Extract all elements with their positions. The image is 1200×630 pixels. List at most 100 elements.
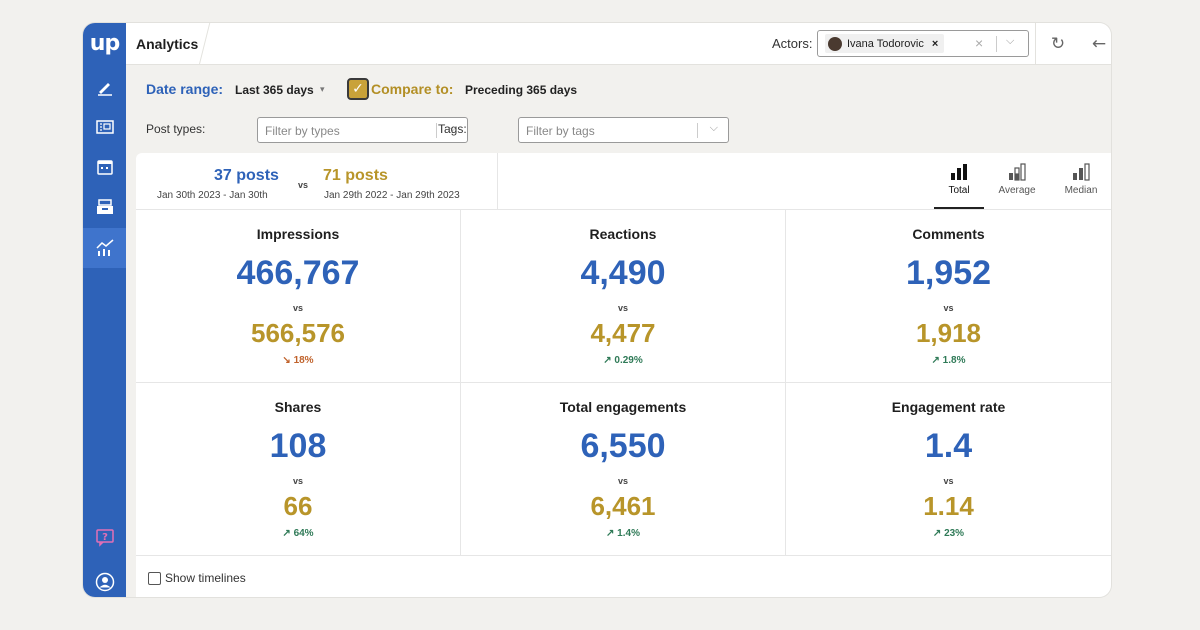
compare-checkbox[interactable]: ✓ [347,78,369,100]
metric-current-value: 6,550 [580,427,666,465]
actor-avatar [828,36,842,51]
mode-tab-label: Average [998,185,1036,196]
pen-icon [97,83,112,96]
mode-tab-total[interactable]: Total [934,163,984,196]
show-timelines-toggle[interactable]: Show timelines [148,571,246,585]
compare-period[interactable]: Preceding 365 days [465,83,578,97]
tags-placeholder: Filter by tags [526,124,595,138]
metric-previous-value: 566,576 [251,318,345,348]
select-separator [996,36,997,52]
vs-label: vs [943,476,954,486]
vs-label: vs [298,180,309,190]
top-bar: Analytics Actors: Ivana Todorovic × × ⌵ … [126,23,1111,65]
metric-current-value: 1.4 [924,427,973,465]
metric-previous-value: 66 [283,491,313,521]
breadcrumb-divider [198,23,211,65]
sidebar-item-calendar[interactable] [83,147,126,187]
current-date-range: Jan 30th 2023 - Jan 30th [157,190,268,201]
header-divider [497,153,498,210]
app-window: up ? Analytics Actors: Ivana T [83,23,1111,597]
actors-select[interactable]: Ivana Todorovic × × ⌵ [817,30,1029,57]
metrics-grid: Impressions 466,767 vs 566,576 ↘ 18% Rea… [136,210,1111,556]
metric-change: ↗ 23% [932,528,965,539]
sidebar-item-help[interactable]: ? [83,517,126,557]
metric-current-value: 1,952 [905,254,992,292]
metric-current-value: 466,767 [236,254,360,292]
metric-current-value: 108 [269,427,327,465]
bar-chart-outline-icon [1073,163,1090,181]
metric-current-value: 4,490 [580,254,666,292]
bar-chart-mid-icon [1009,163,1026,181]
sidebar-item-inbox[interactable] [83,187,126,227]
metric-previous-value: 6,461 [590,491,656,521]
metric-title: Reactions [589,226,657,242]
sidebar-item-analytics[interactable] [83,228,126,268]
calendar-icon [96,160,113,175]
vs-label: vs [292,476,303,486]
inbox-tray-icon [96,199,113,214]
metric-total-engagements: Total engagements 6,550 vs 6,461 ↗ 1.4% [461,383,786,556]
metric-comments: Comments 1,952 vs 1,918 ↗ 1.8% [786,210,1111,383]
newspaper-icon [95,120,114,134]
mode-tab-median[interactable]: Median [1056,163,1106,196]
filters-bar: Date range: Last 365 days ▾ ✓ Compare to… [126,65,1111,153]
post-types-select[interactable]: Filter by types ⌵ [257,117,468,143]
actor-chip-label: Ivana Todorovic [847,37,924,50]
card-header: 37 posts Jan 30th 2023 - Jan 30th vs 71 … [136,153,1111,210]
vs-label: vs [617,303,628,313]
mode-tab-average[interactable]: Average [992,163,1042,196]
actors-label: Actors: [772,36,813,51]
svg-text:?: ? [102,532,108,543]
chip-remove-icon[interactable]: × [931,37,939,50]
back-arrow-icon[interactable]: ← [1091,34,1107,54]
date-range-select[interactable]: Last 365 days [235,83,314,97]
metric-change: ↗ 64% [282,528,314,539]
metric-title: Impressions [256,226,340,242]
metric-change: ↗ 1.8% [931,355,966,366]
metric-title: Total engagements [559,399,687,415]
metric-impressions: Impressions 466,767 vs 566,576 ↘ 18% [136,210,461,383]
metric-change: ↘ 18% [282,355,314,366]
metric-previous-value: 1.14 [923,491,974,521]
tags-select[interactable]: Filter by tags ⌵ [518,117,729,143]
page-title: Analytics [136,36,199,52]
active-tab-underline [934,207,984,209]
chevron-down-icon[interactable]: ⌵ [1006,35,1015,47]
app-logo[interactable]: up [89,30,120,56]
metric-change: ↗ 0.29% [603,355,643,366]
current-posts-count: 37 posts [214,167,279,184]
select-separator [436,123,437,138]
vs-label: vs [617,476,628,486]
analytics-chart-icon [95,239,113,256]
metric-previous-value: 4,477 [590,318,656,348]
tags-label: Tags: [438,122,467,136]
metric-title: Shares [274,399,322,415]
sidebar-item-posts[interactable] [83,107,126,147]
sidebar-item-profile[interactable] [83,562,126,597]
previous-posts-count: 71 posts [323,167,388,184]
caret-down-icon[interactable]: ▾ [320,84,325,94]
toolbar-divider [1035,23,1036,65]
vs-label: vs [292,303,303,313]
sidebar-item-compose[interactable] [83,67,126,107]
metric-title: Engagement rate [891,399,1006,415]
mode-tab-label: Median [1064,185,1098,196]
select-separator [697,123,698,138]
metric-reactions: Reactions 4,490 vs 4,477 ↗ 0.29% [461,210,786,383]
previous-date-range: Jan 29th 2022 - Jan 29th 2023 [324,190,460,201]
metric-shares: Shares 108 vs 66 ↗ 64% [136,383,461,556]
metric-previous-value: 1,918 [915,318,982,348]
metrics-card: 37 posts Jan 30th 2023 - Jan 30th vs 71 … [136,153,1111,597]
chevron-down-icon[interactable]: ⌵ [448,122,457,134]
show-timelines-checkbox[interactable] [148,571,161,585]
bar-chart-filled-icon [951,164,967,180]
clear-icon[interactable]: × [975,35,984,51]
chevron-down-icon[interactable]: ⌵ [709,122,718,134]
refresh-icon[interactable]: ↻ [1050,34,1066,54]
compare-label[interactable]: Compare to: [371,81,454,97]
mode-tab-label: Total [948,185,970,196]
metric-change: ↗ 1.4% [606,528,640,539]
post-types-label: Post types: [146,122,206,136]
help-icon: ? [95,529,114,547]
show-timelines-label: Show timelines [165,571,246,585]
